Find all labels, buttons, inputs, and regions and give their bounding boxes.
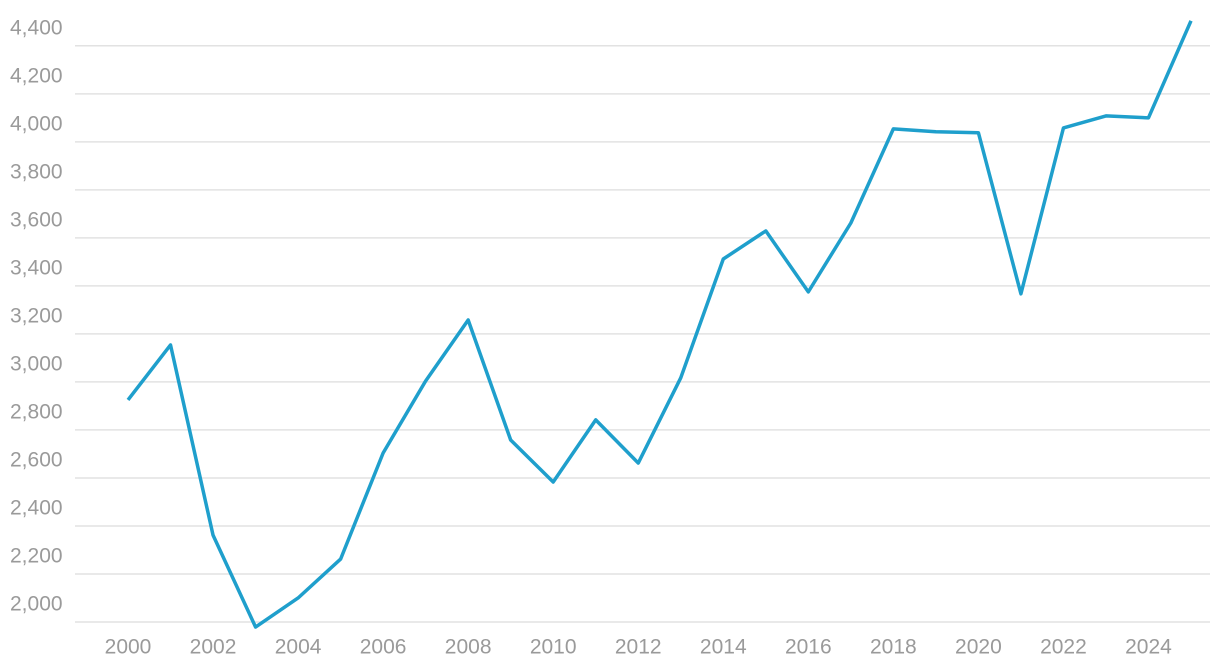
x-tick-label: 2024 [1125,636,1172,659]
y-tick-label: 3,400 [10,256,63,279]
y-tick-label: 3,600 [10,208,63,231]
y-tick-label: 2,200 [10,545,63,568]
x-tick-label: 2002 [190,636,237,659]
y-tick-label: 3,200 [10,304,63,327]
x-tick-label: 2014 [700,636,747,659]
x-tick-label: 2022 [1040,636,1087,659]
x-tick-label: 2020 [955,636,1002,659]
y-tick-label: 2,400 [10,497,63,520]
y-tick-label: 4,200 [10,64,63,87]
y-tick-label: 2,000 [10,593,63,616]
x-tick-label: 2018 [870,636,917,659]
y-tick-label: 3,000 [10,352,63,375]
y-tick-label: 2,600 [10,448,63,471]
x-tick-label: 2016 [785,636,832,659]
y-tick-label: 2,800 [10,400,63,423]
x-tick-label: 2000 [105,636,152,659]
y-tick-label: 4,000 [10,112,63,135]
data-line [126,20,1193,629]
x-tick-label: 2006 [360,636,407,659]
x-tick-label: 2010 [530,636,577,659]
x-tick-label: 2008 [445,636,492,659]
x-tick-label: 2012 [615,636,662,659]
y-tick-label: 3,800 [10,160,63,183]
x-tick-label: 2004 [275,636,322,659]
y-tick-label: 4,400 [10,16,63,39]
